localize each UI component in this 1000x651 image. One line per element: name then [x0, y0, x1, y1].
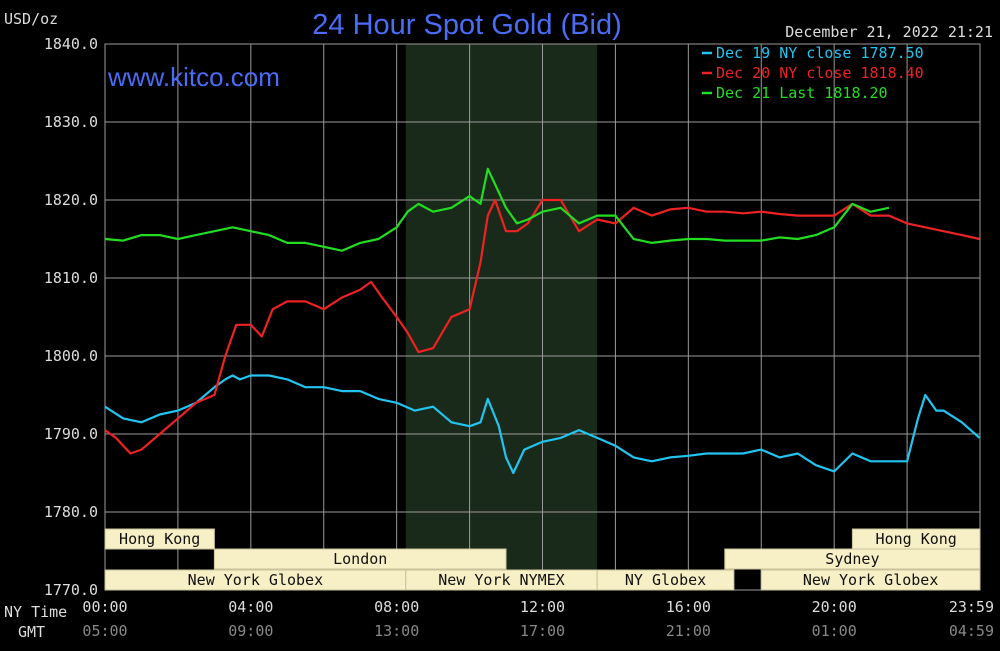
y-tick-label: 1770.0: [44, 581, 98, 599]
unit-label: USD/oz: [4, 10, 58, 28]
x-tick-gmt-label: 04:59: [949, 622, 994, 640]
session-bar: [596, 569, 735, 591]
series-line-3: [104, 167, 890, 252]
y-tick-label: 1800.0: [44, 347, 98, 365]
session-bar: [724, 548, 981, 570]
x-tick-ny-label: 00:00: [82, 598, 127, 616]
x-tick-ny-label: 20:00: [812, 598, 857, 616]
x-tick-gmt-label: 09:00: [228, 622, 273, 640]
series-lines: [104, 167, 981, 475]
session-label: NY Globex: [625, 571, 706, 589]
legend-entry: Dec 21 Last 1818.20: [716, 84, 888, 102]
x-tick-ny-label: 23:59: [949, 598, 994, 616]
x-tick-ny-label: 08:00: [374, 598, 419, 616]
website-label: www.kitco.com: [107, 62, 280, 92]
chart-title: 24 Hour Spot Gold (Bid): [312, 9, 621, 41]
y-tick-label: 1820.0: [44, 191, 98, 209]
gmt-label: GMT: [18, 623, 45, 641]
x-axis-ticks: 00:00 05:00 04:00 09:00 08:00 13:00 12:00 17:00…: [82, 598, 994, 640]
y-tick-label: 1840.0: [44, 35, 98, 53]
ny-time-label: NY Time: [4, 603, 67, 621]
session-label: London: [333, 550, 387, 568]
y-tick-label: 1810.0: [44, 269, 98, 287]
session-label: New York NYMEX: [438, 571, 564, 589]
session-bars: Hong Kong Hong Kong London Sydney New York G…: [104, 528, 981, 591]
x-tick-ny-label: 12:00: [520, 598, 565, 616]
x-tick-gmt-label: 21:00: [666, 622, 711, 640]
x-tick-gmt-label: 17:00: [520, 622, 565, 640]
session-bar: [213, 548, 507, 570]
x-tick-ny-label: 16:00: [666, 598, 711, 616]
x-tick-gmt-label: 05:00: [82, 622, 127, 640]
x-tick-gmt-label: 13:00: [374, 622, 419, 640]
session-bar: [760, 569, 981, 591]
chart-datetime: December 21, 2022 21:21: [785, 23, 993, 41]
legend-entry: Dec 19 NY close 1787.50: [716, 44, 924, 62]
session-label: New York Globex: [188, 571, 323, 589]
series-line-1: [104, 374, 981, 475]
session-label: New York Globex: [803, 571, 938, 589]
session-label: Hong Kong: [876, 530, 957, 548]
y-axis-ticks: 1840.0 1830.0 1820.0 1810.0 1800.0 1790.0 1780…: [44, 35, 98, 599]
session-label: Sydney: [825, 550, 879, 568]
y-tick-label: 1790.0: [44, 425, 98, 443]
x-tick-ny-label: 04:00: [228, 598, 273, 616]
legend-entry: Dec 20 NY close 1818.40: [716, 64, 924, 82]
x-tick-gmt-label: 01:00: [812, 622, 857, 640]
session-label: Hong Kong: [119, 530, 200, 548]
session-bar: [104, 528, 215, 550]
legend: Dec 19 NY close 1787.50 Dec 20 NY close 1…: [702, 44, 924, 102]
y-tick-label: 1780.0: [44, 503, 98, 521]
y-tick-label: 1830.0: [44, 113, 98, 131]
series-line-2: [104, 198, 980, 455]
trading-session-shade: [405, 44, 598, 590]
